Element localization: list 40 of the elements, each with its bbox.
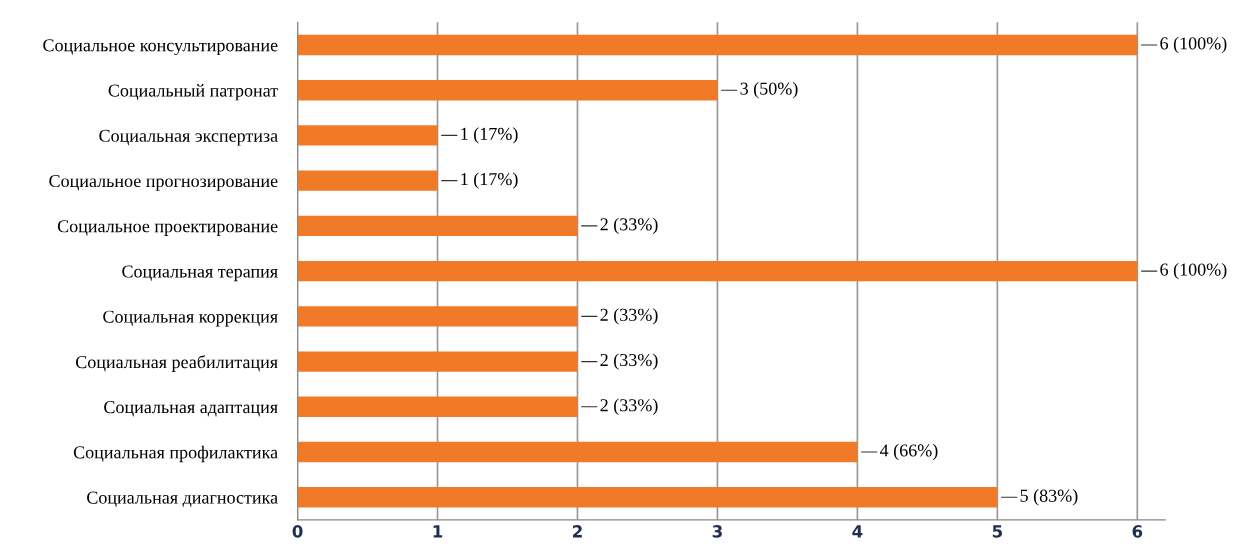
data-label: 1 (17%) (461, 172, 518, 189)
data-label: 6 (100%) (1160, 262, 1227, 280)
bar (297, 80, 718, 101)
data-label: 5 (83%) (1020, 489, 1078, 506)
x-tick-label: 5 (992, 525, 1002, 538)
data-label: 2 (33%) (600, 353, 658, 370)
bar (297, 125, 438, 146)
y-tick-label: Социальное прогнозирование (49, 174, 278, 191)
data-label: 2 (33%) (600, 308, 658, 325)
bar (297, 487, 998, 508)
x-tick-label: 4 (852, 525, 863, 538)
y-tick-label: Социальная терапия (122, 265, 278, 282)
y-tick-label: Социальная адаптация (104, 401, 278, 417)
data-label: 1 (17%) (461, 127, 518, 144)
x-tick-label: 3 (712, 525, 722, 538)
bar (297, 215, 578, 237)
bar (297, 260, 1138, 282)
x-tick-label: 1 (433, 525, 443, 538)
y-tick-label: Социальное проектирование (57, 220, 278, 236)
bar (297, 351, 578, 372)
y-tick-label: Социальное консультирование (43, 39, 278, 56)
y-tick-label: Социальный патронат (108, 84, 278, 101)
y-tick-label: Социальная реабилитация (75, 355, 278, 372)
y-tick-label: Социальная экспертиза (99, 129, 278, 146)
x-tick-label: 0 (292, 525, 303, 538)
bar (297, 441, 858, 463)
bar (297, 170, 438, 191)
x-tick-label: 2 (573, 525, 582, 538)
data-label: 3 (50%) (740, 82, 798, 99)
data-label: 4 (66%) (879, 443, 938, 461)
data-label: 2 (33%) (600, 217, 658, 235)
data-label: 6 (100%) (1160, 36, 1227, 54)
x-tick-label: 6 (1132, 525, 1143, 538)
bar (297, 34, 1138, 56)
y-tick-label: Социальная коррекция (103, 310, 278, 327)
bar (297, 396, 578, 417)
data-label: 2 (33%) (600, 398, 658, 415)
y-tick-label: Социальная диагностика (87, 491, 278, 508)
bar (297, 306, 578, 327)
y-tick-label: Социальная профилактика (73, 445, 278, 463)
